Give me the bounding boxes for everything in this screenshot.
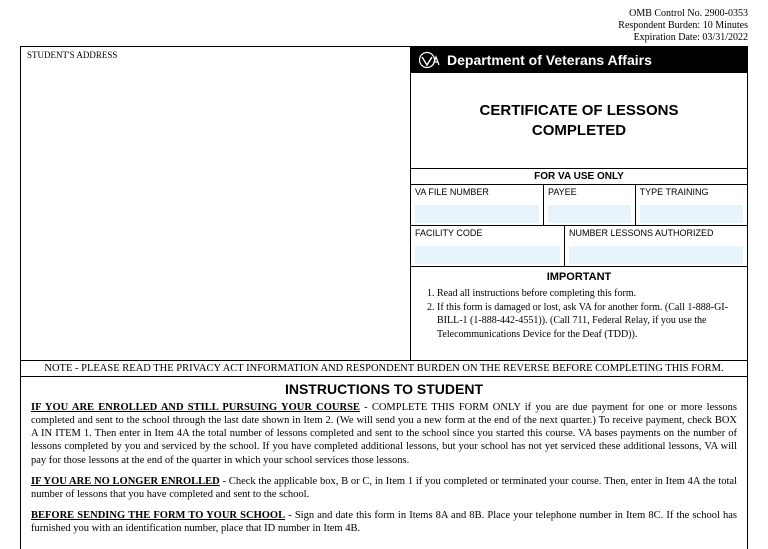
certificate-title: CERTIFICATE OF LESSONS COMPLETED <box>411 73 747 169</box>
instructions-heading: INSTRUCTIONS TO STUDENT <box>20 377 748 399</box>
right-column: Department of Veterans Affairs CERTIFICA… <box>411 47 747 360</box>
cert-line1: CERTIFICATE OF LESSONS <box>421 101 737 121</box>
form-page: OMB Control No. 2900-0353 Respondent Bur… <box>0 0 768 549</box>
address-label: STUDENT'S ADDRESS <box>21 47 410 60</box>
facility-input[interactable] <box>415 246 560 264</box>
instr2-lead: IF YOU ARE NO LONGER ENROLLED <box>31 476 220 487</box>
facility-cell: FACILITY CODE <box>411 226 565 266</box>
instruction-para-2: IF YOU ARE NO LONGER ENROLLED - Check th… <box>31 475 737 501</box>
cert-line2: COMPLETED <box>421 121 737 141</box>
important-list: Read all instructions before completing … <box>419 287 739 341</box>
top-grid: STUDENT'S ADDRESS Department of Veterans… <box>20 46 748 360</box>
department-header: Department of Veterans Affairs <box>411 47 747 73</box>
payee-input[interactable] <box>548 205 631 223</box>
facility-label: FACILITY CODE <box>415 228 560 238</box>
va-file-input[interactable] <box>415 205 539 223</box>
payee-label: PAYEE <box>548 187 631 197</box>
lessons-auth-input[interactable] <box>569 246 743 264</box>
instruction-para-3: BEFORE SENDING THE FORM TO YOUR SCHOOL -… <box>31 509 737 535</box>
type-training-label: TYPE TRAINING <box>640 187 743 197</box>
address-box[interactable] <box>21 60 410 360</box>
va-file-label: VA FILE NUMBER <box>415 187 539 197</box>
omb-burden: Respondent Burden: 10 Minutes <box>20 20 748 32</box>
va-logo-icon <box>419 51 441 69</box>
department-title: Department of Veterans Affairs <box>447 52 652 68</box>
lessons-auth-label: NUMBER LESSONS AUTHORIZED <box>569 228 743 238</box>
type-training-cell: TYPE TRAINING <box>636 185 747 225</box>
instructions-body: IF YOU ARE ENROLLED AND STILL PURSUING Y… <box>20 399 748 549</box>
important-heading: IMPORTANT <box>419 271 739 283</box>
type-training-input[interactable] <box>640 205 743 223</box>
important-item-1: Read all instructions before completing … <box>437 287 739 301</box>
field-row-1: VA FILE NUMBER PAYEE TYPE TRAINING <box>411 185 747 226</box>
omb-control: OMB Control No. 2900-0353 <box>20 8 748 20</box>
va-file-cell: VA FILE NUMBER <box>411 185 544 225</box>
important-box: IMPORTANT Read all instructions before c… <box>411 267 747 347</box>
omb-expiration: Expiration Date: 03/31/2022 <box>20 32 748 44</box>
important-item-2: If this form is damaged or lost, ask VA … <box>437 301 739 342</box>
instruction-para-1: IF YOU ARE ENROLLED AND STILL PURSUING Y… <box>31 401 737 467</box>
lessons-auth-cell: NUMBER LESSONS AUTHORIZED <box>565 226 747 266</box>
va-use-only-label: FOR VA USE ONLY <box>411 169 747 185</box>
instr1-lead: IF YOU ARE ENROLLED AND STILL PURSUING Y… <box>31 402 360 413</box>
field-row-2: FACILITY CODE NUMBER LESSONS AUTHORIZED <box>411 226 747 267</box>
instr3-lead: BEFORE SENDING THE FORM TO YOUR SCHOOL <box>31 510 285 521</box>
payee-cell: PAYEE <box>544 185 636 225</box>
omb-block: OMB Control No. 2900-0353 Respondent Bur… <box>20 8 748 44</box>
privacy-note: NOTE - PLEASE READ THE PRIVACY ACT INFOR… <box>20 360 748 377</box>
address-column: STUDENT'S ADDRESS <box>21 47 411 360</box>
